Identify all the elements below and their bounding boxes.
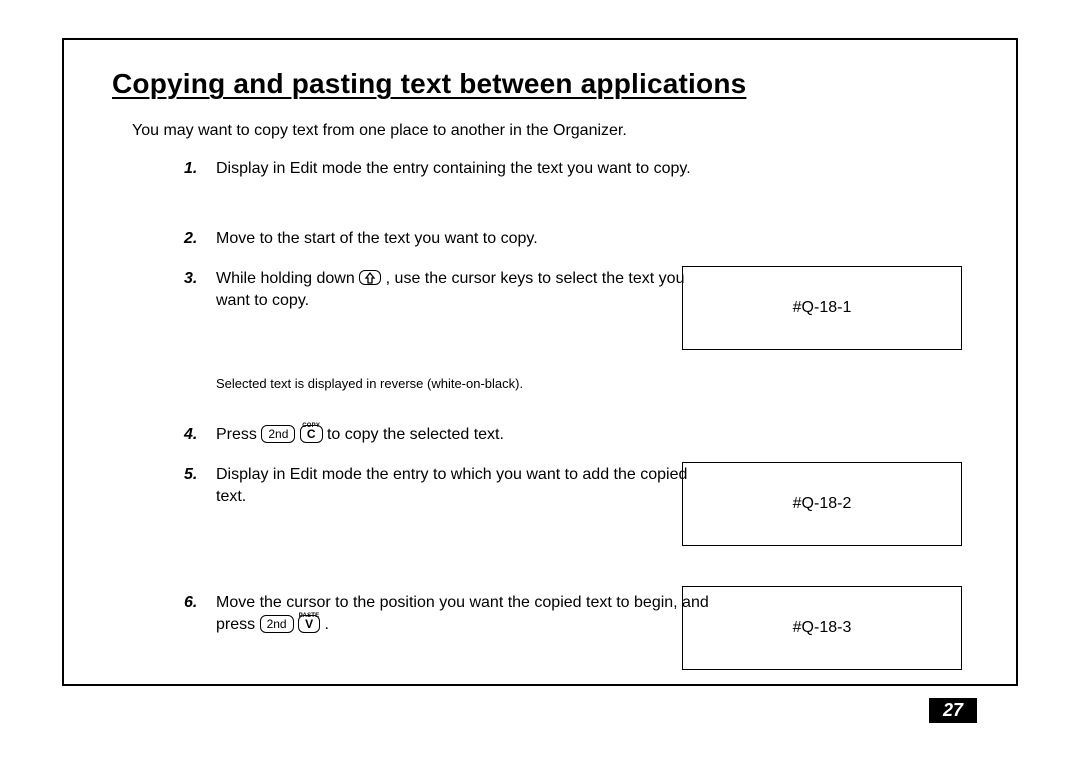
step-text: Display in Edit mode the entry to which … (216, 466, 687, 505)
shift-key-icon (359, 270, 381, 285)
step-1: 1. Display in Edit mode the entry contai… (216, 158, 696, 180)
step-text: Display in Edit mode the entry containin… (216, 160, 691, 177)
manual-page: Copying and pasting text between applica… (62, 38, 1018, 686)
key-tiny-label: PASTE (299, 608, 320, 624)
reference-box-1: #Q-18-1 (682, 266, 962, 350)
step-3-note: Selected text is displayed in reverse (w… (216, 376, 696, 391)
step-number: 5. (184, 464, 197, 486)
step-number: 4. (184, 424, 197, 446)
step-2: 2. Move to the start of the text you wan… (216, 228, 696, 250)
reference-label: #Q-18-2 (793, 495, 852, 513)
step-6: 6. Move the cursor to the position you w… (216, 592, 716, 635)
step-3: 3. While holding down , use the cursor k… (216, 268, 696, 311)
key-tiny-label: COPY (302, 418, 320, 434)
reference-label: #Q-18-3 (793, 619, 852, 637)
step-text-post: . (320, 616, 329, 633)
step-text-post: to copy the selected text. (323, 426, 504, 443)
reference-box-2: #Q-18-2 (682, 462, 962, 546)
step-text-pre: Press (216, 426, 261, 443)
step-number: 1. (184, 158, 197, 180)
c-key-icon: COPYC (300, 425, 323, 443)
step-5: 5. Display in Edit mode the entry to whi… (216, 464, 696, 507)
step-number: 6. (184, 592, 197, 614)
step-4: 4. Press 2nd COPYC to copy the selected … (216, 424, 696, 446)
intro-text: You may want to copy text from one place… (132, 122, 627, 140)
page-number: 27 (929, 698, 977, 723)
second-key-icon: 2nd (260, 615, 294, 633)
step-text: Move to the start of the text you want t… (216, 230, 538, 247)
reference-box-3: #Q-18-3 (682, 586, 962, 670)
step-text-pre: While holding down (216, 270, 359, 287)
page-title: Copying and pasting text between applica… (112, 68, 746, 100)
v-key-icon: PASTEV (298, 615, 320, 633)
step-number: 2. (184, 228, 197, 250)
reference-label: #Q-18-1 (793, 299, 852, 317)
step-number: 3. (184, 268, 197, 290)
second-key-icon: 2nd (261, 425, 295, 443)
